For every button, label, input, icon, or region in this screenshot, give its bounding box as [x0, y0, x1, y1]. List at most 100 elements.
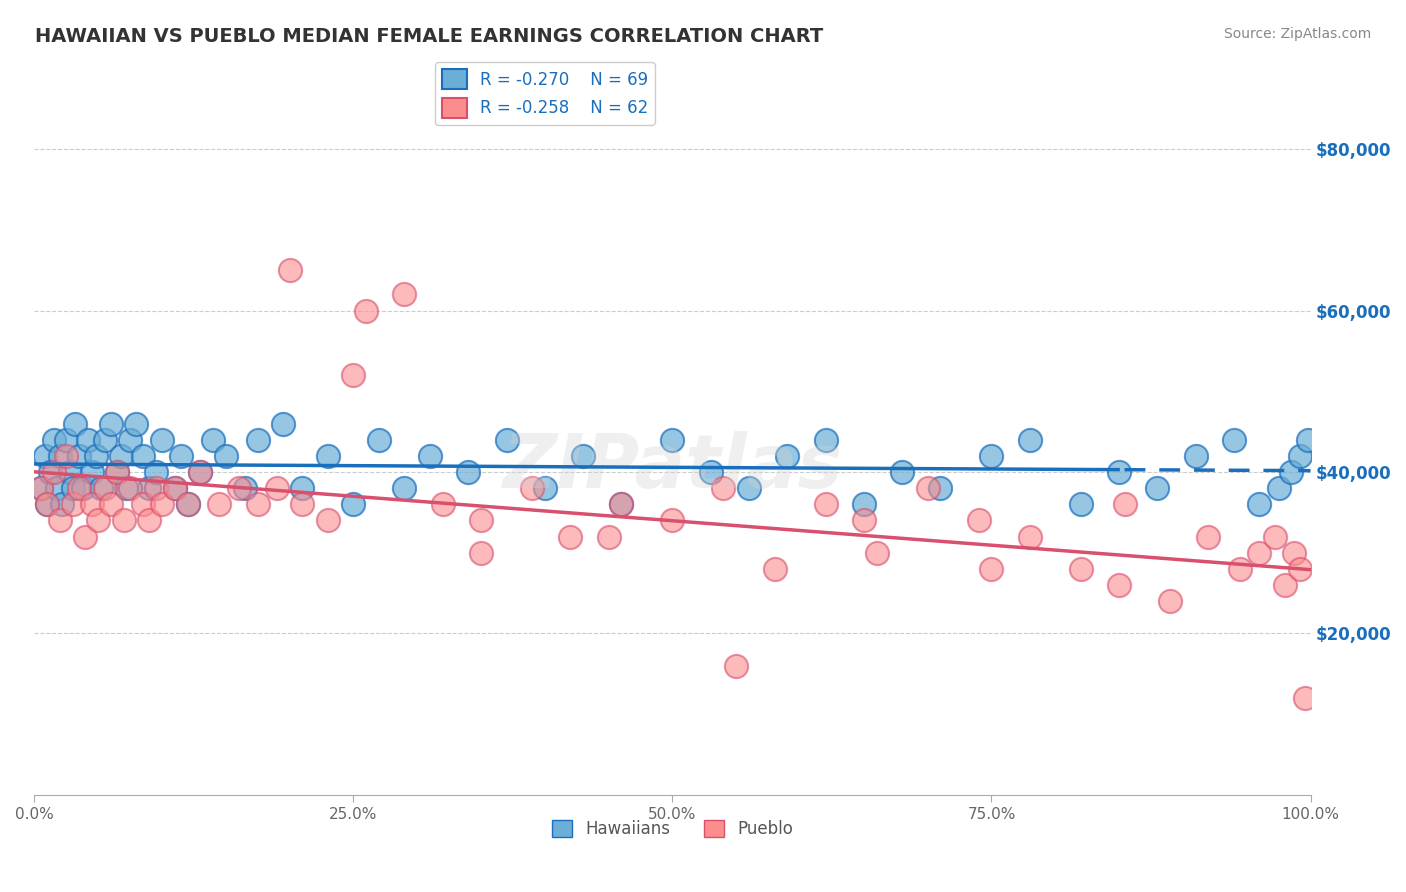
Point: [125, 417, 148, 431]
Point: [291, 497, 314, 511]
Point: [865, 546, 887, 560]
Point: [891, 465, 914, 479]
Point: [1070, 562, 1092, 576]
Point: [1249, 546, 1271, 560]
Point: [1296, 433, 1319, 447]
Point: [1146, 481, 1168, 495]
Point: [1267, 481, 1289, 495]
Legend: Hawaiians, Pueblo: Hawaiians, Pueblo: [546, 813, 800, 845]
Point: [1018, 529, 1040, 543]
Point: [419, 449, 441, 463]
Point: [55, 433, 77, 447]
Point: [725, 658, 748, 673]
Point: [150, 433, 173, 447]
Point: [34, 449, 56, 463]
Point: [77, 433, 100, 447]
Point: [354, 303, 377, 318]
Point: [1197, 529, 1219, 543]
Point: [368, 433, 391, 447]
Point: [163, 481, 186, 495]
Point: [661, 513, 683, 527]
Point: [814, 497, 837, 511]
Point: [208, 497, 231, 511]
Point: [202, 433, 225, 447]
Point: [661, 433, 683, 447]
Point: [67, 449, 90, 463]
Point: [51, 497, 73, 511]
Point: [699, 465, 721, 479]
Point: [929, 481, 952, 495]
Point: [852, 513, 875, 527]
Point: [246, 497, 269, 511]
Point: [87, 513, 110, 527]
Point: [1018, 433, 1040, 447]
Point: [1294, 690, 1316, 705]
Point: [520, 481, 543, 495]
Point: [188, 465, 211, 479]
Point: [1229, 562, 1251, 576]
Point: [1279, 465, 1302, 479]
Point: [278, 263, 301, 277]
Point: [1289, 449, 1312, 463]
Point: [610, 497, 633, 511]
Point: [59, 465, 82, 479]
Point: [46, 481, 69, 495]
Point: [316, 513, 339, 527]
Point: [291, 481, 314, 495]
Point: [105, 465, 128, 479]
Point: [75, 529, 97, 543]
Point: [967, 513, 990, 527]
Point: [534, 481, 557, 495]
Point: [112, 513, 135, 527]
Point: [80, 465, 103, 479]
Point: [110, 449, 132, 463]
Point: [763, 562, 786, 576]
Point: [72, 481, 94, 495]
Point: [917, 481, 939, 495]
Point: [1289, 562, 1312, 576]
Point: [1108, 578, 1130, 592]
Point: [80, 497, 103, 511]
Point: [90, 481, 112, 495]
Point: [176, 497, 198, 511]
Point: [814, 433, 837, 447]
Point: [342, 497, 364, 511]
Point: [572, 449, 595, 463]
Point: [42, 465, 65, 479]
Point: [228, 481, 250, 495]
Point: [42, 433, 65, 447]
Point: [37, 497, 59, 511]
Point: [1249, 497, 1271, 511]
Point: [132, 449, 155, 463]
Point: [138, 481, 160, 495]
Point: [495, 433, 517, 447]
Point: [980, 449, 1002, 463]
Point: [738, 481, 761, 495]
Point: [138, 513, 160, 527]
Point: [1108, 465, 1130, 479]
Point: [49, 513, 72, 527]
Point: [132, 497, 155, 511]
Point: [100, 497, 122, 511]
Point: [776, 449, 799, 463]
Point: [432, 497, 454, 511]
Text: Source: ZipAtlas.com: Source: ZipAtlas.com: [1223, 27, 1371, 41]
Point: [598, 529, 620, 543]
Point: [233, 481, 256, 495]
Point: [316, 449, 339, 463]
Point: [93, 433, 115, 447]
Point: [1223, 433, 1246, 447]
Point: [170, 449, 193, 463]
Point: [120, 433, 142, 447]
Point: [610, 497, 633, 511]
Point: [470, 513, 492, 527]
Point: [271, 417, 294, 431]
Point: [84, 449, 107, 463]
Point: [266, 481, 288, 495]
Point: [100, 417, 122, 431]
Point: [394, 481, 416, 495]
Point: [560, 529, 582, 543]
Point: [62, 481, 84, 495]
Point: [63, 417, 86, 431]
Point: [188, 465, 211, 479]
